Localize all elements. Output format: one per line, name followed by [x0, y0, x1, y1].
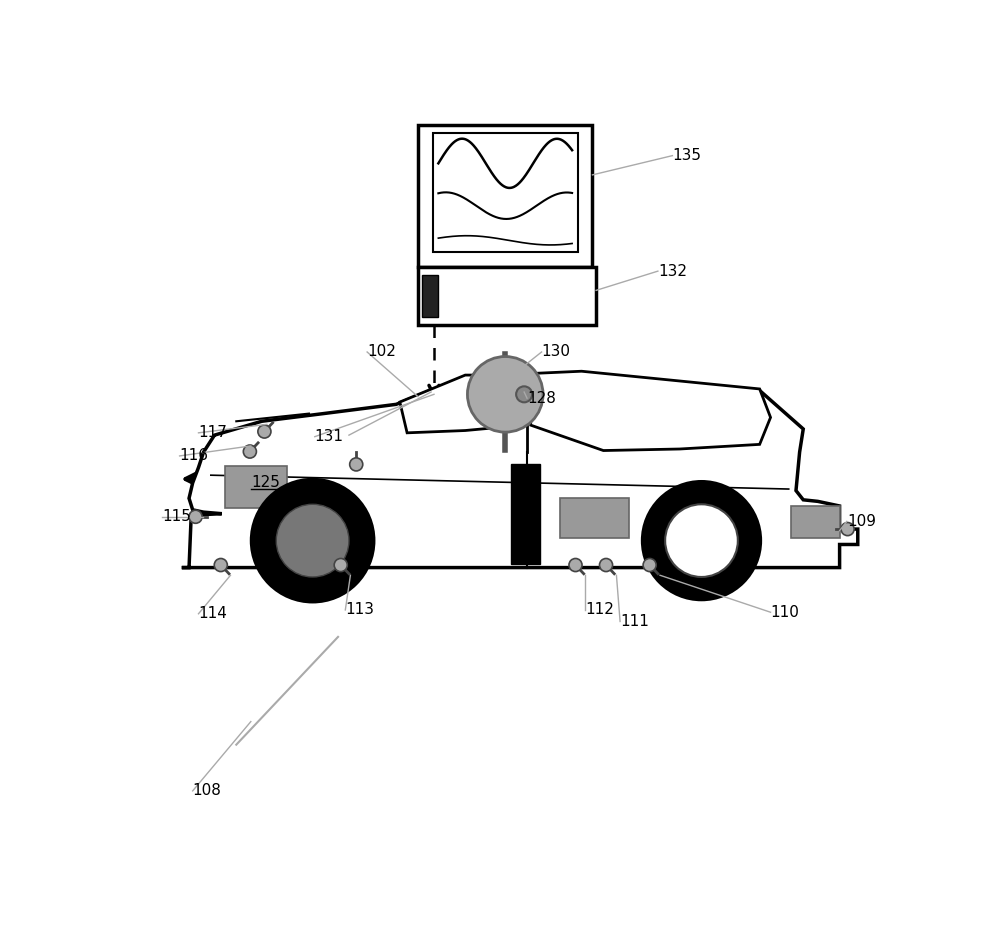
Circle shape — [334, 559, 347, 571]
Wedge shape — [233, 461, 393, 541]
Circle shape — [251, 479, 374, 602]
Bar — [511, 464, 540, 564]
Bar — [418, 125, 592, 267]
Text: 131: 131 — [315, 430, 344, 445]
Circle shape — [350, 458, 363, 471]
Bar — [433, 132, 578, 252]
Circle shape — [243, 445, 256, 458]
Text: 111: 111 — [620, 614, 649, 629]
Circle shape — [665, 504, 738, 577]
Text: 132: 132 — [658, 263, 687, 278]
Text: 125: 125 — [251, 476, 280, 490]
Text: 128: 128 — [527, 391, 556, 406]
Text: 117: 117 — [198, 426, 227, 440]
Text: 112: 112 — [585, 602, 614, 617]
Circle shape — [569, 559, 582, 571]
Bar — [791, 506, 840, 538]
Circle shape — [841, 523, 854, 535]
Bar — [418, 267, 596, 325]
Circle shape — [189, 510, 202, 523]
Bar — [225, 466, 287, 508]
Text: 109: 109 — [847, 514, 876, 529]
Polygon shape — [400, 375, 523, 433]
Text: 113: 113 — [345, 602, 374, 617]
Text: 130: 130 — [542, 345, 571, 360]
Text: 108: 108 — [193, 784, 222, 799]
Circle shape — [516, 386, 532, 402]
Text: 102: 102 — [367, 345, 396, 360]
Text: 115: 115 — [162, 509, 191, 524]
Polygon shape — [531, 371, 771, 450]
Bar — [560, 498, 629, 538]
Circle shape — [643, 559, 656, 571]
Text: 110: 110 — [771, 605, 799, 620]
Circle shape — [467, 357, 543, 432]
Polygon shape — [182, 374, 858, 567]
Wedge shape — [625, 464, 778, 541]
Text: 135: 135 — [672, 148, 701, 163]
Circle shape — [214, 559, 227, 571]
Circle shape — [258, 425, 271, 438]
Circle shape — [599, 559, 613, 571]
Text: 114: 114 — [198, 606, 227, 621]
Text: 116: 116 — [180, 448, 209, 464]
Bar — [422, 275, 438, 317]
Circle shape — [276, 504, 349, 577]
Circle shape — [642, 481, 761, 600]
